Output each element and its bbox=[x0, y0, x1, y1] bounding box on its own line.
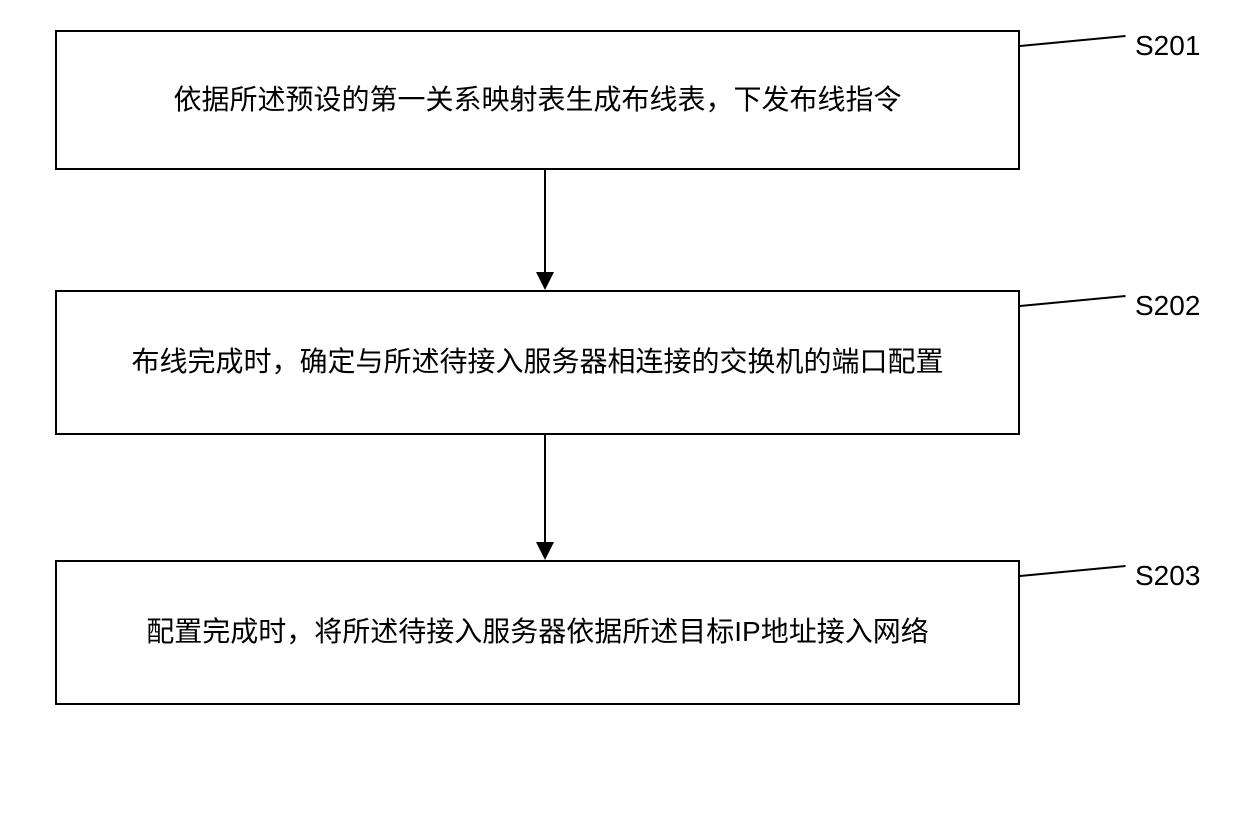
arrow-head-icon bbox=[536, 542, 554, 560]
flow-step-text: 布线完成时，确定与所述待接入服务器相连接的交换机的端口配置 bbox=[131, 340, 943, 385]
arrow-head-icon bbox=[536, 272, 554, 290]
label-connector-line bbox=[1020, 295, 1126, 307]
flow-step-text: 配置完成时，将所述待接入服务器依据所述目标IP地址接入网络 bbox=[146, 610, 928, 655]
step-label-s203: S203 bbox=[1135, 560, 1200, 592]
flow-arrow bbox=[536, 170, 554, 290]
flow-step-s203: 配置完成时，将所述待接入服务器依据所述目标IP地址接入网络 bbox=[55, 560, 1020, 705]
flow-step-s201: 依据所述预设的第一关系映射表生成布线表，下发布线指令 bbox=[55, 30, 1020, 170]
flow-step-s202: 布线完成时，确定与所述待接入服务器相连接的交换机的端口配置 bbox=[55, 290, 1020, 435]
label-connector-line bbox=[1020, 35, 1126, 47]
step-label-s201: S201 bbox=[1135, 30, 1200, 62]
label-connector-line bbox=[1020, 565, 1126, 577]
flow-step-text: 依据所述预设的第一关系映射表生成布线表，下发布线指令 bbox=[173, 78, 901, 123]
flowchart-container: 依据所述预设的第一关系映射表生成布线表，下发布线指令 S201 布线完成时，确定… bbox=[0, 0, 1239, 817]
flow-arrow bbox=[536, 435, 554, 560]
arrow-line bbox=[544, 170, 546, 274]
step-label-s202: S202 bbox=[1135, 290, 1200, 322]
arrow-line bbox=[544, 435, 546, 544]
